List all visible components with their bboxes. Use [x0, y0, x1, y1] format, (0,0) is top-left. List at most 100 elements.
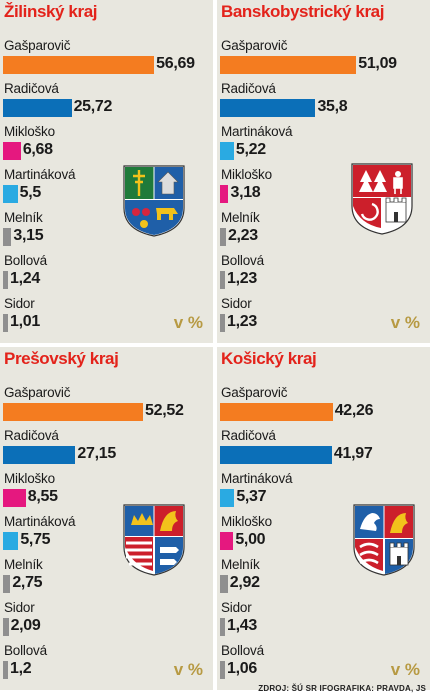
candidate-name: Gašparovič [221, 38, 288, 53]
bar [220, 185, 229, 203]
value-label: 5,75 [20, 531, 51, 548]
bar [3, 185, 18, 203]
candidate-name: Gašparovič [221, 385, 288, 400]
candidate-name: Gašparovič [4, 38, 71, 53]
bar [220, 446, 332, 464]
bar [3, 532, 19, 550]
candidate-name: Radičová [4, 81, 59, 96]
candidate-name: Martináková [4, 167, 76, 182]
bar [3, 228, 12, 246]
value-label: 5,00 [235, 531, 266, 548]
value-label: 1,23 [227, 270, 257, 287]
bar [220, 618, 225, 636]
value-label: 56,69 [156, 55, 195, 72]
value-label: 1,06 [227, 660, 257, 677]
candidate-name: Bollová [221, 643, 264, 658]
value-label: 35,8 [317, 98, 348, 115]
bar [3, 575, 11, 593]
value-label: 51,09 [358, 55, 397, 72]
region-title: Žilinský kraj [4, 2, 98, 21]
candidate-name: Melník [4, 210, 43, 225]
candidate-name: Sidor [4, 600, 35, 615]
value-label: 2,75 [12, 574, 43, 591]
region-panel-banska-bystrica: Banskobystrický kraj Gašparovič 51,09 Radi… [217, 0, 430, 343]
bar [220, 142, 234, 160]
candidate-name: Mikloško [4, 124, 55, 139]
value-label: 3,15 [13, 227, 44, 244]
bar [220, 403, 333, 421]
value-label: 8,55 [27, 488, 58, 505]
candidate-name: Bollová [221, 253, 264, 268]
value-label: 3,18 [230, 184, 261, 201]
bar [3, 142, 21, 160]
region-panel-presov: Prešovský kraj Gašparovič 52,52 Radičová 27… [0, 347, 213, 690]
value-label: 2,92 [229, 574, 260, 591]
source-note: ZDROJ: ŠÚ SR IFOGRAFIKA: PRAVDA, JS [258, 684, 426, 693]
bar [220, 314, 225, 332]
bar [220, 489, 235, 507]
bar [220, 575, 228, 593]
candidate-name: Radičová [221, 81, 276, 96]
candidate-name: Gašparovič [4, 385, 71, 400]
value-label: 6,68 [22, 141, 53, 158]
value-label: 1,24 [10, 270, 40, 287]
region-title: Banskobystrický kraj [221, 2, 385, 21]
bar [220, 99, 316, 117]
bar [220, 532, 234, 550]
value-label: 42,26 [334, 402, 374, 419]
unit-label: v % [390, 313, 420, 332]
candidate-name: Mikloško [221, 514, 272, 529]
bar [3, 618, 9, 636]
value-label: 5,5 [19, 184, 42, 201]
bar [3, 446, 76, 464]
bar [220, 56, 357, 74]
candidate-name: Melník [4, 557, 43, 572]
value-label: 25,72 [73, 98, 113, 115]
zilina-crest-icon [123, 165, 185, 237]
bar [3, 99, 72, 117]
banska-bystrica-crest-icon [351, 163, 413, 235]
region-title: Prešovský kraj [4, 349, 119, 368]
candidate-name: Melník [221, 557, 260, 572]
candidate-name: Martináková [221, 124, 293, 139]
unit-label: v % [390, 660, 420, 679]
region-title: Košický kraj [221, 349, 317, 368]
candidate-name: Sidor [4, 296, 35, 311]
value-label: 1,23 [227, 313, 257, 330]
candidate-name: Mikloško [221, 167, 272, 182]
value-label: 2,09 [10, 617, 41, 634]
bar [3, 403, 144, 421]
candidate-name: Radičová [221, 428, 276, 443]
candidate-name: Melník [221, 210, 260, 225]
value-label: 5,22 [235, 141, 266, 158]
value-label: 27,15 [77, 445, 116, 462]
candidate-name: Bollová [4, 253, 47, 268]
bar [3, 56, 155, 74]
candidate-name: Martináková [4, 514, 76, 529]
bar [3, 489, 26, 507]
region-panel-zilina: Žilinský kraj Gašparovič 56,69 Radičová 25,… [0, 0, 213, 343]
value-label: 5,37 [236, 488, 267, 505]
value-label: 41,97 [333, 445, 373, 462]
value-label: 1,43 [227, 617, 257, 634]
kosice-crest-icon [353, 504, 415, 576]
value-label: 2,23 [227, 227, 258, 244]
bar [220, 228, 226, 246]
value-label: 1,01 [10, 313, 40, 330]
region-panel-kosice: Košický kraj Gašparovič 42,26 Radičová 41,9… [217, 347, 430, 690]
candidate-name: Sidor [221, 600, 252, 615]
value-label: 1,2 [10, 660, 32, 677]
bar [3, 314, 8, 332]
unit-label: v % [173, 660, 203, 679]
candidate-name: Sidor [221, 296, 252, 311]
candidate-name: Radičová [4, 428, 59, 443]
presov-crest-icon [123, 504, 185, 576]
candidate-name: Martináková [221, 471, 293, 486]
candidate-name: Bollová [4, 643, 47, 658]
value-label: 52,52 [145, 402, 184, 419]
bar [220, 661, 225, 679]
unit-label: v % [173, 313, 203, 332]
candidate-name: Mikloško [4, 471, 55, 486]
bar [3, 271, 8, 289]
bar [220, 271, 225, 289]
